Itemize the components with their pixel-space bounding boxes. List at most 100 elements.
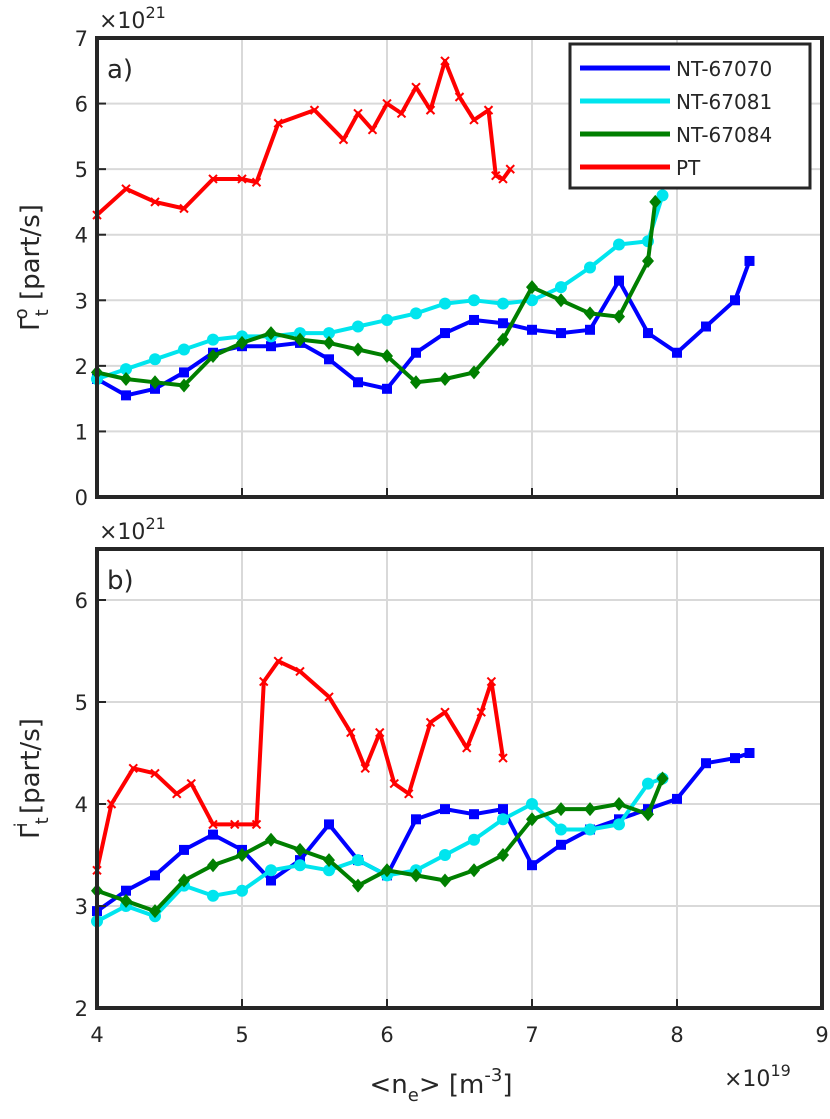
data-point-square bbox=[440, 804, 450, 815]
data-point-circle bbox=[555, 281, 567, 294]
data-point-circle bbox=[410, 307, 422, 320]
x-stroke bbox=[259, 676, 269, 687]
data-point-circle bbox=[642, 777, 654, 790]
y-tick-label: 5 bbox=[75, 691, 88, 715]
y-label-superscript: o bbox=[11, 308, 32, 319]
data-point-x bbox=[179, 203, 189, 214]
data-point-x bbox=[469, 115, 479, 125]
data-point-square bbox=[498, 804, 508, 815]
y-exponent-base: ×10 bbox=[99, 520, 145, 545]
y-axis-label: Γti [part/s] bbox=[11, 718, 53, 839]
data-point-diamond bbox=[381, 863, 393, 878]
x-stroke bbox=[440, 707, 450, 717]
y-exponent: ×1021 bbox=[99, 514, 166, 545]
y-exponent: ×1021 bbox=[99, 3, 166, 34]
data-point-square bbox=[556, 328, 566, 339]
x-label-middle: > [m bbox=[419, 1070, 485, 1100]
data-point-square bbox=[324, 354, 334, 365]
data-point-x bbox=[338, 134, 349, 145]
legend-item: NT-67081 bbox=[580, 90, 772, 114]
x-tick-label: 8 bbox=[670, 1023, 683, 1047]
x-stroke bbox=[367, 125, 378, 135]
data-point-x bbox=[483, 105, 494, 115]
data-point-x bbox=[259, 676, 269, 687]
data-point-square bbox=[179, 844, 189, 855]
x-stroke bbox=[186, 778, 196, 789]
x-stroke bbox=[230, 819, 240, 830]
data-point-square bbox=[121, 390, 131, 401]
y-label-superscript: i bbox=[11, 822, 32, 827]
data-point-square bbox=[469, 809, 479, 820]
x-stroke bbox=[251, 177, 262, 187]
series-nt-67084 bbox=[91, 771, 669, 919]
x-stroke bbox=[150, 768, 160, 779]
x-stroke bbox=[324, 692, 334, 702]
data-point-diamond bbox=[207, 858, 219, 873]
series-nt-67081 bbox=[91, 189, 669, 385]
panel-label: a) bbox=[107, 55, 133, 85]
data-point-square bbox=[498, 318, 508, 329]
data-point-square bbox=[150, 870, 160, 881]
data-point-circle bbox=[207, 889, 219, 902]
y-label-subscript: t bbox=[32, 817, 53, 824]
data-point-diamond bbox=[352, 878, 364, 893]
series-line bbox=[96, 777, 665, 914]
x-stroke bbox=[389, 778, 399, 789]
data-point-x bbox=[150, 197, 160, 207]
data-point-diamond bbox=[656, 771, 669, 786]
data-point-diamond bbox=[642, 807, 654, 822]
y-label-symbol: Γ bbox=[16, 824, 46, 839]
data-point-circle bbox=[613, 818, 625, 831]
data-point-diamond bbox=[265, 326, 277, 341]
y-tick-label: 1 bbox=[75, 420, 88, 444]
data-point-x bbox=[273, 656, 283, 666]
x-stroke bbox=[179, 203, 189, 214]
data-point-x bbox=[396, 108, 407, 119]
data-point-diamond bbox=[497, 848, 509, 862]
x-stroke bbox=[505, 164, 515, 174]
data-point-square bbox=[266, 341, 276, 352]
data-point-square bbox=[411, 814, 421, 825]
x-exponent: ×1019 bbox=[724, 1061, 791, 1092]
x-tick-label: 9 bbox=[815, 1023, 828, 1047]
y-axis-label: Γto [part/s] bbox=[11, 204, 53, 331]
data-point-x bbox=[425, 105, 436, 115]
data-point-diamond bbox=[207, 349, 219, 364]
data-point-square bbox=[672, 793, 682, 804]
data-point-square bbox=[527, 324, 537, 335]
data-point-x bbox=[295, 666, 305, 677]
data-point-x bbox=[309, 105, 320, 115]
data-point-x bbox=[498, 753, 508, 763]
series-line bbox=[96, 201, 658, 388]
data-point-circle bbox=[468, 833, 480, 846]
x-label-subscript: e bbox=[408, 1085, 419, 1106]
data-point-x bbox=[440, 707, 450, 717]
data-point-x bbox=[425, 717, 436, 728]
tick-labels: 0 1 2 3 4 5 6 7 bbox=[75, 27, 823, 510]
data-point-diamond bbox=[381, 349, 393, 364]
legend-item: PT bbox=[580, 156, 701, 180]
data-point-diamond bbox=[468, 863, 480, 878]
data-point-square bbox=[179, 367, 189, 378]
data-point-diamond bbox=[294, 842, 306, 857]
data-point-x bbox=[360, 763, 370, 774]
data-point-x bbox=[128, 763, 138, 774]
y-label-unit: [part/s] bbox=[16, 718, 46, 822]
data-point-square bbox=[614, 275, 624, 286]
x-stroke bbox=[382, 98, 392, 109]
data-point-diamond bbox=[642, 253, 654, 268]
x-label-main: <n bbox=[370, 1070, 408, 1100]
axes-frame bbox=[95, 36, 824, 499]
x-stroke bbox=[338, 134, 349, 145]
panel-label: b) bbox=[107, 566, 134, 596]
data-point-square bbox=[411, 347, 421, 358]
y-tick-label: 6 bbox=[75, 589, 88, 613]
x-stroke bbox=[208, 819, 218, 830]
y-exponent-power: 21 bbox=[145, 3, 165, 22]
data-point-x bbox=[208, 819, 218, 830]
y-tick-label: 7 bbox=[75, 27, 88, 51]
data-point-diamond bbox=[149, 904, 161, 919]
data-point-circle bbox=[207, 333, 219, 346]
